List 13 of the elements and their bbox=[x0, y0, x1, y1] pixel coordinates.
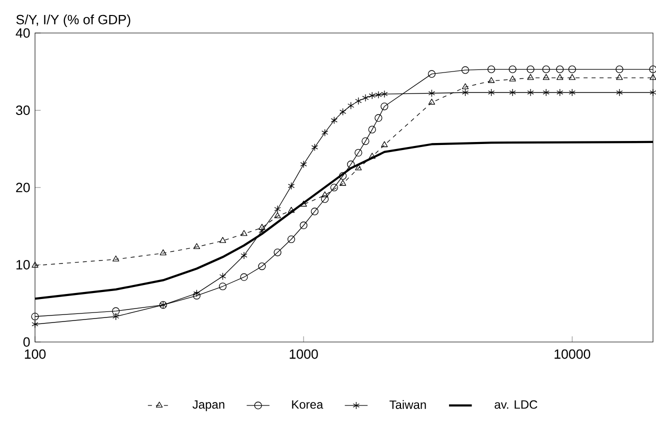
y-tick-label: 0 bbox=[23, 337, 30, 347]
legend-label: av. LDC bbox=[494, 400, 538, 409]
legend-label: Taiwan bbox=[390, 400, 426, 409]
y-tick-label: 20 bbox=[16, 182, 30, 192]
legend-label: Japan bbox=[192, 400, 224, 412]
x-tick-label: 1000 bbox=[290, 349, 318, 359]
y-tick-label: 40 bbox=[16, 28, 30, 38]
x-tick-label: 10000 bbox=[554, 349, 590, 359]
legend-label: Korea bbox=[292, 400, 324, 409]
y-tick-label: 30 bbox=[16, 106, 30, 115]
x-tick-label: 100 bbox=[24, 349, 46, 359]
y-tick-label: 10 bbox=[16, 260, 30, 270]
y-axis-title: S/Y, I/Y (% of GDP) bbox=[16, 14, 130, 27]
